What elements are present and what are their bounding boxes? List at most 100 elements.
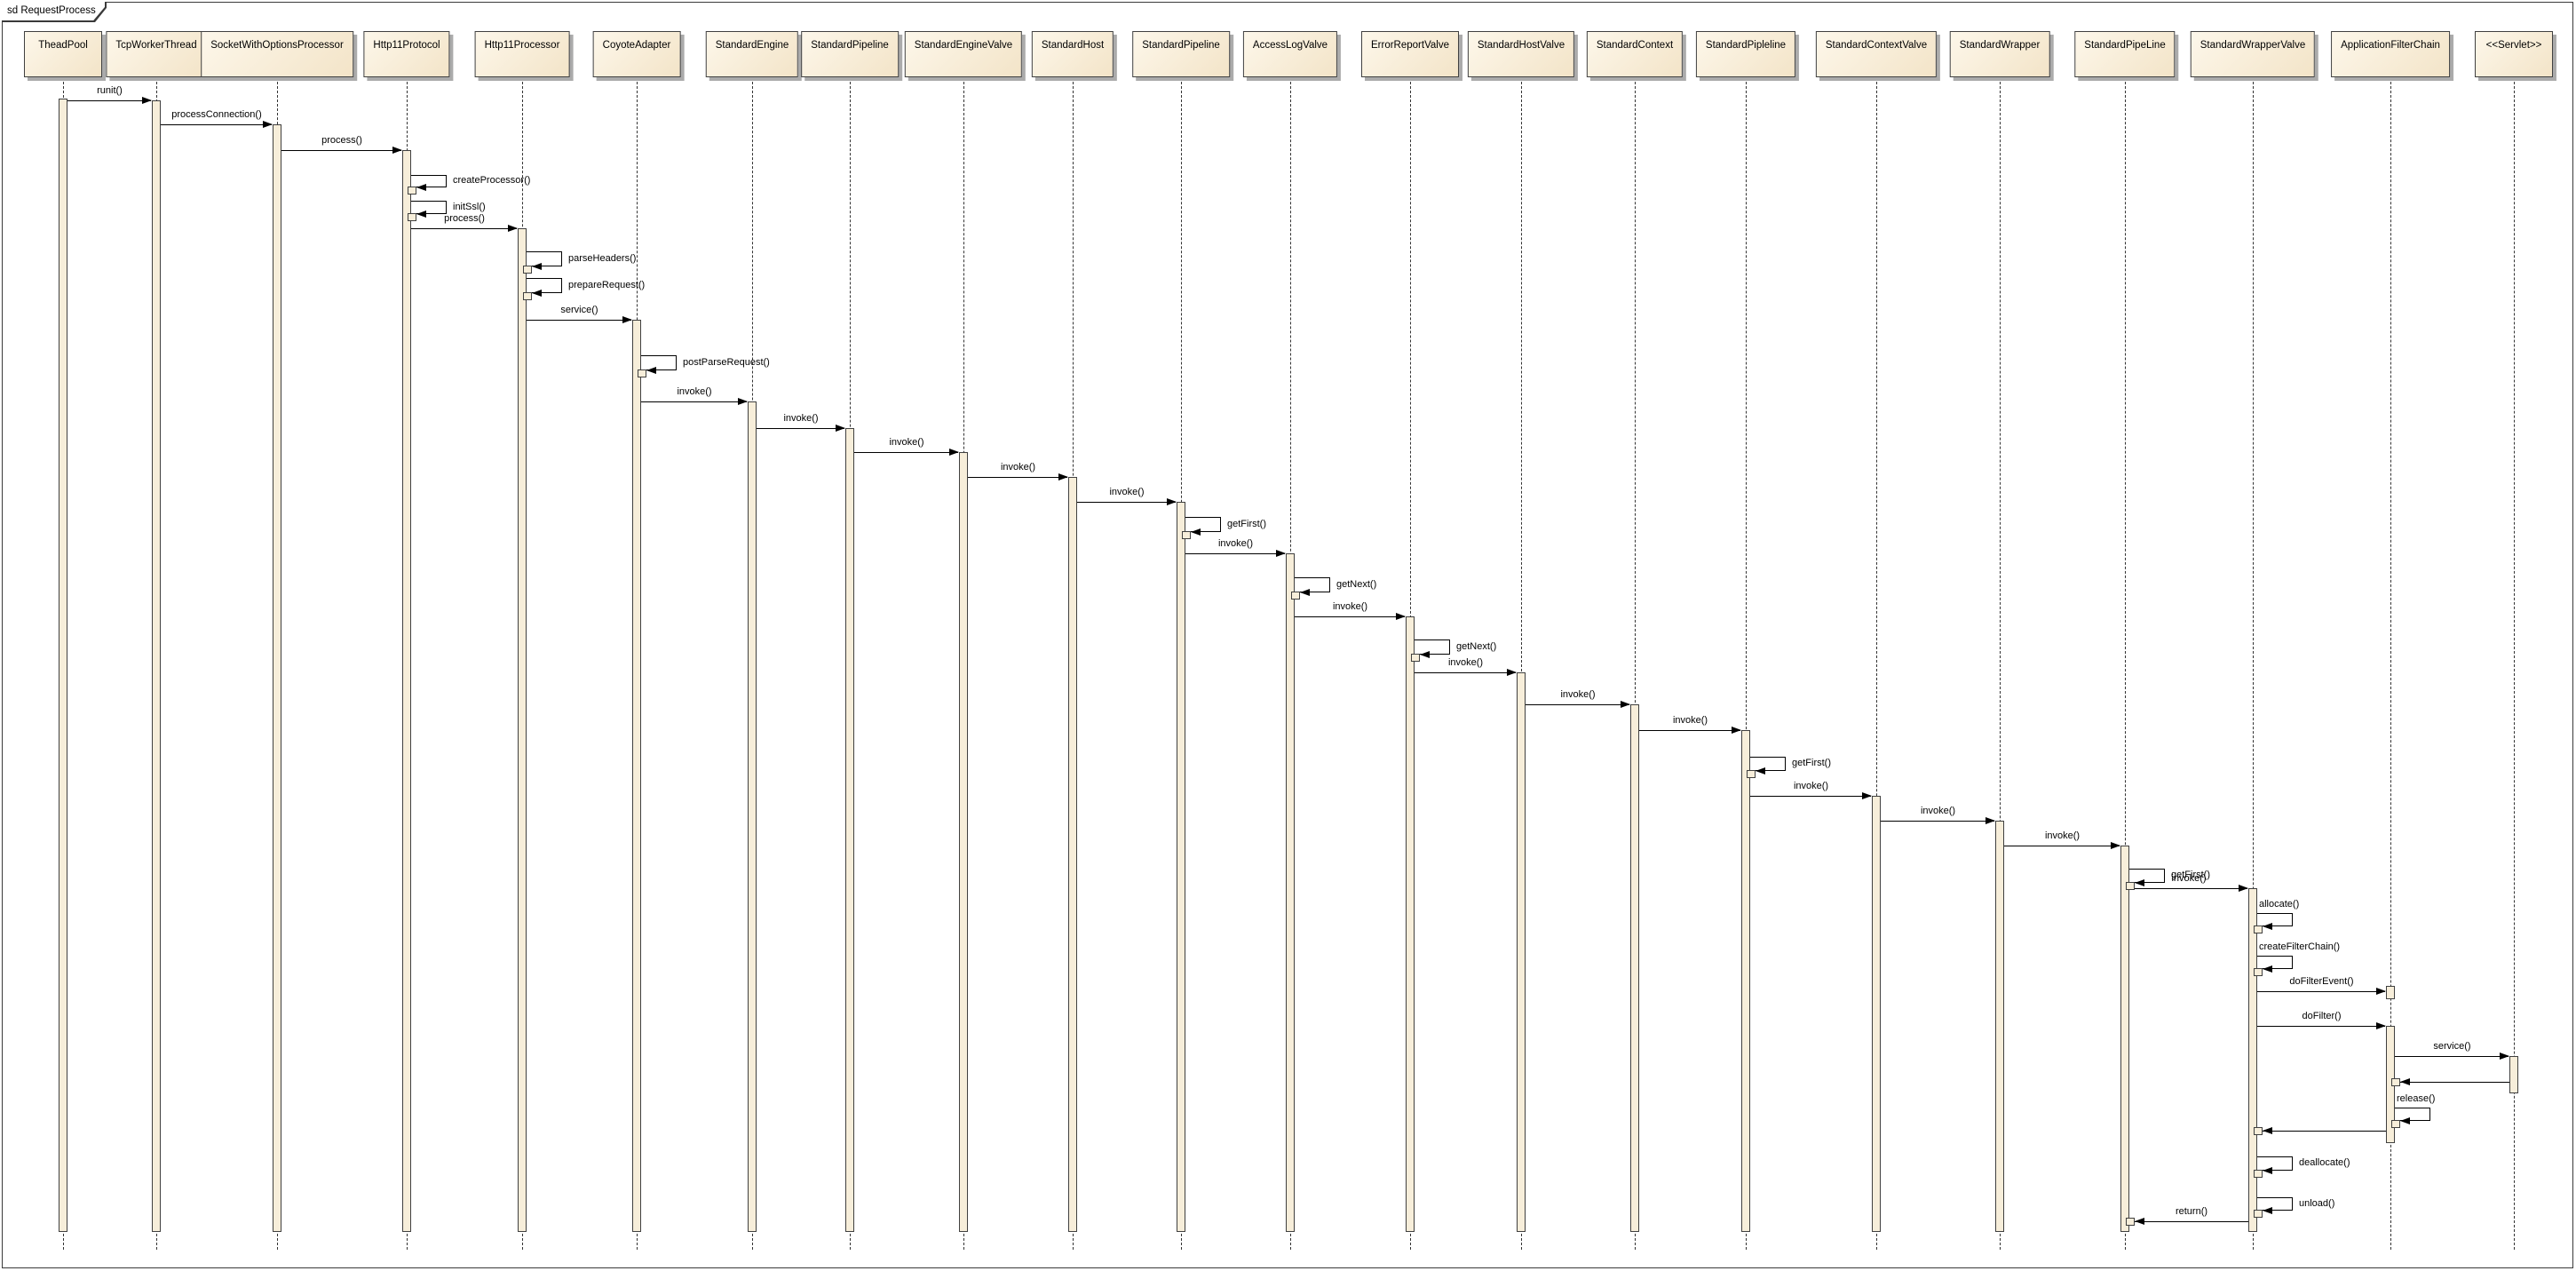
arrowhead-right-icon xyxy=(1167,498,1177,505)
message-label: createProcessor() xyxy=(453,175,531,186)
self-return-box xyxy=(1747,770,1756,778)
activation-bar xyxy=(2120,846,2129,1232)
message-label: invoke() xyxy=(677,386,712,397)
message-label: initSsl() xyxy=(453,202,486,212)
arrowhead-right-icon xyxy=(2239,885,2248,892)
message-label: deallocate() xyxy=(2299,1157,2350,1168)
message-label: invoke() xyxy=(1332,601,1368,612)
self-return-box xyxy=(2126,882,2135,890)
lifeline-head: TheadPool xyxy=(24,31,102,77)
self-return-box xyxy=(2254,1210,2263,1218)
arrowhead-left-icon xyxy=(2135,879,2144,886)
self-message-loop xyxy=(2257,1197,2293,1211)
lifeline-head: Http11Processor xyxy=(474,31,570,77)
arrowhead-right-icon xyxy=(1986,817,1995,824)
arrowhead-right-icon xyxy=(622,316,632,323)
message-label: invoke() xyxy=(2171,873,2207,884)
message-label: invoke() xyxy=(783,413,819,424)
self-return-box xyxy=(2254,968,2263,976)
lifeline-head: ApplicationFilterChain xyxy=(2331,31,2450,77)
lifeline-label: StandardPipeline xyxy=(1142,40,1220,51)
message-label: return() xyxy=(2175,1206,2208,1217)
message-label: doFilterEvent() xyxy=(2289,976,2354,987)
message-line xyxy=(854,452,958,453)
lifeline-label: StandardContext xyxy=(1596,40,1674,51)
self-return-box xyxy=(1411,654,1420,662)
activation-bar xyxy=(1995,821,2004,1232)
activation-bar xyxy=(2386,986,2395,999)
self-message-loop xyxy=(527,251,562,266)
message-line xyxy=(2395,1056,2509,1057)
arrowhead-left-icon xyxy=(2263,923,2272,930)
lifeline-head: StandardEngine xyxy=(705,31,799,77)
lifeline-dashed-line xyxy=(2000,77,2001,1250)
message-line xyxy=(1415,672,1516,673)
lifeline-label: StandardPipleline xyxy=(1705,40,1787,51)
lifeline-head: StandardWrapperValve xyxy=(2190,31,2316,77)
activation-bar xyxy=(273,124,281,1232)
arrowhead-left-icon xyxy=(2400,1078,2410,1085)
message-line xyxy=(1295,616,1405,617)
message-line xyxy=(527,320,631,321)
self-message-loop xyxy=(2395,1108,2430,1121)
lifeline-head: <<Servlet>> xyxy=(2475,31,2553,77)
message-line xyxy=(757,428,844,429)
activation-bar xyxy=(1286,553,1295,1232)
lifeline-head: CoyoteAdapter xyxy=(592,31,681,77)
arrowhead-right-icon xyxy=(2500,1053,2509,1060)
self-return-box xyxy=(1291,592,1300,600)
lifeline-label: CoyoteAdapter xyxy=(602,40,671,51)
arrowhead-left-icon xyxy=(1420,651,1430,658)
arrowhead-left-icon xyxy=(532,263,542,270)
arrowhead-right-icon xyxy=(738,398,748,405)
message-line xyxy=(1639,730,1740,731)
message-line xyxy=(411,228,517,229)
return-message-line xyxy=(2135,1221,2248,1222)
message-line xyxy=(1077,502,1176,503)
arrowhead-left-icon xyxy=(2263,1167,2272,1174)
arrowhead-left-icon xyxy=(532,290,542,297)
message-label: invoke() xyxy=(1109,487,1145,497)
self-message-loop xyxy=(1185,517,1221,532)
lifeline-label: SocketWithOptionsProcessor xyxy=(210,40,344,51)
message-line xyxy=(161,124,272,125)
arrowhead-right-icon xyxy=(142,97,152,104)
lifeline-label: StandardWrapperValve xyxy=(2200,40,2306,51)
message-line xyxy=(2257,991,2385,992)
message-label: service() xyxy=(2433,1041,2471,1052)
message-label: process() xyxy=(321,135,362,146)
arrowhead-left-icon xyxy=(1300,589,1310,596)
frame-label: sd RequestProcess xyxy=(2,2,105,20)
lifeline-label: StandardPipeline xyxy=(811,40,889,51)
activation-bar xyxy=(1872,796,1881,1232)
message-label: parseHeaders() xyxy=(568,253,637,264)
message-line xyxy=(1750,796,1871,797)
arrowhead-left-icon xyxy=(2263,1207,2272,1214)
activation-bar xyxy=(1630,704,1639,1232)
self-message-loop xyxy=(1295,577,1330,592)
arrowhead-right-icon xyxy=(1276,550,1286,557)
message-label: getFirst() xyxy=(2171,870,2210,880)
lifeline-label: <<Servlet>> xyxy=(2485,40,2542,51)
lifeline-head: StandardContextValve xyxy=(1815,31,1938,77)
self-return-box xyxy=(523,266,532,274)
message-line xyxy=(1526,704,1629,705)
self-message-loop xyxy=(2257,956,2293,969)
arrowhead-left-icon xyxy=(416,184,426,191)
self-message-loop xyxy=(527,278,562,293)
lifeline-label: ErrorReportValve xyxy=(1371,40,1449,51)
lifeline-label: AccessLogValve xyxy=(1252,40,1328,51)
lifeline-head: TcpWorkerThread xyxy=(106,31,207,77)
lifeline-dashed-line xyxy=(1746,77,1747,1250)
message-label: service() xyxy=(560,305,598,315)
self-message-loop xyxy=(411,201,447,214)
arrowhead-right-icon xyxy=(949,449,959,456)
message-label: postParseRequest() xyxy=(683,357,770,368)
lifeline-label: TheadPool xyxy=(38,40,88,51)
lifeline-dashed-line xyxy=(2390,77,2391,1250)
activation-bar xyxy=(959,452,968,1232)
self-message-loop xyxy=(2257,1156,2293,1171)
activation-bar xyxy=(2509,1056,2518,1093)
lifeline-head: ErrorReportValve xyxy=(1361,31,1459,77)
